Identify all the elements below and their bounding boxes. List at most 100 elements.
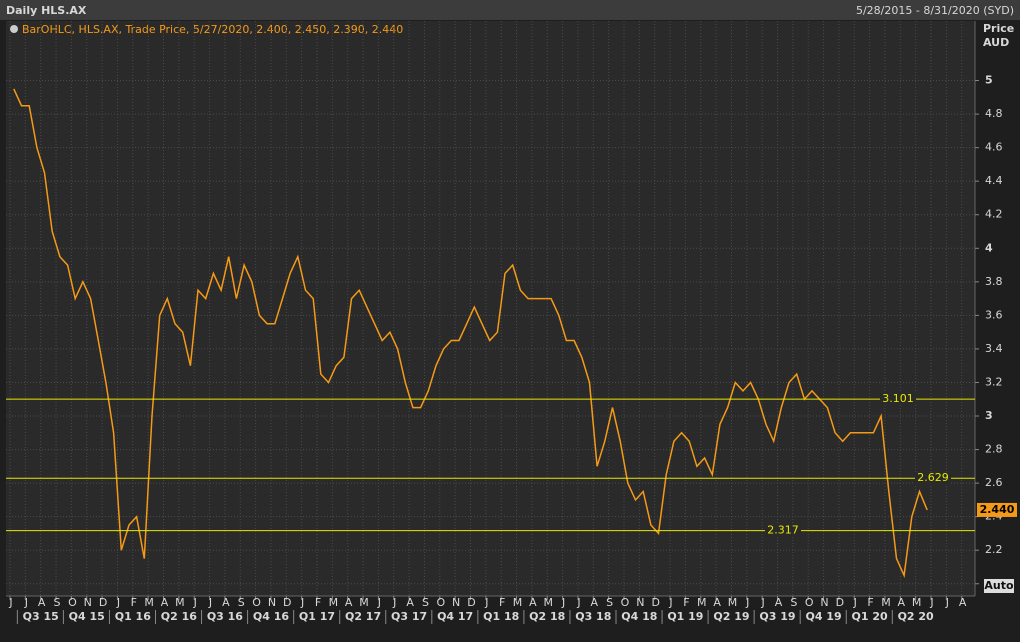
- quarter-label: Q1 17: [299, 610, 335, 623]
- quarter-label: Q4 16: [253, 610, 289, 623]
- x-tick-label: S: [606, 596, 613, 609]
- x-tick-label: M: [175, 596, 185, 609]
- y-tick-label: 3.6: [985, 308, 1003, 321]
- x-tick-label: A: [898, 596, 906, 609]
- x-tick-label: J: [24, 596, 28, 609]
- x-tick-label: J: [377, 596, 381, 609]
- x-tick-label: D: [836, 596, 844, 609]
- x-tick-label: J: [745, 596, 749, 609]
- quarter-label: Q2 20: [898, 610, 934, 623]
- legend-icon[interactable]: [10, 25, 18, 33]
- quarter-label: Q2 19: [713, 610, 749, 623]
- x-tick-label: N: [452, 596, 460, 609]
- last-price-label: 2.440: [980, 503, 1015, 516]
- x-tick-label: O: [252, 596, 261, 609]
- y-axis-title: AUD: [983, 36, 1009, 49]
- y-tick-label: 4.6: [985, 141, 1003, 154]
- x-tick-label: A: [222, 596, 230, 609]
- x-tick-label: J: [668, 596, 672, 609]
- x-tick-label: D: [99, 596, 107, 609]
- auto-button[interactable]: [984, 579, 1014, 593]
- x-tick-label: M: [359, 596, 369, 609]
- quarter-label: Q3 16: [207, 610, 243, 623]
- level-label: 2.629: [917, 471, 949, 484]
- auto-button-label[interactable]: Auto: [984, 579, 1014, 592]
- x-tick-label: J: [576, 596, 580, 609]
- x-tick-label: J: [392, 596, 396, 609]
- quarter-label: Q1 19: [667, 610, 703, 623]
- x-tick-label: M: [544, 596, 554, 609]
- x-tick-label: A: [406, 596, 414, 609]
- x-tick-label: M: [728, 596, 738, 609]
- y-axis-title: Price: [983, 22, 1014, 35]
- level-label-bg: [915, 472, 951, 485]
- y-tick-label: 4.4: [985, 174, 1003, 187]
- y-tick-label: 2.2: [985, 543, 1003, 556]
- quarter-label: Q3 19: [759, 610, 795, 623]
- x-tick-label: A: [345, 596, 353, 609]
- x-tick-label: J: [300, 596, 304, 609]
- level-label-bg: [880, 393, 916, 406]
- quarter-label: Q3 17: [391, 610, 427, 623]
- y-tick-label: 4.8: [985, 107, 1003, 120]
- quarter-label: Q1 20: [852, 610, 888, 623]
- y-tick-label: 3: [985, 409, 993, 422]
- x-tick-label: J: [929, 596, 933, 609]
- x-tick-label: D: [283, 596, 291, 609]
- y-tick-label: 2.6: [985, 476, 1003, 489]
- quarter-label: Q4 19: [805, 610, 841, 623]
- quarter-label: Q4 15: [69, 610, 105, 623]
- quarter-label: Q1 18: [483, 610, 519, 623]
- x-tick-label: J: [8, 596, 12, 609]
- x-tick-label: A: [959, 596, 967, 609]
- x-tick-label: J: [116, 596, 120, 609]
- x-tick-label: A: [775, 596, 783, 609]
- quarter-label: Q3 18: [575, 610, 611, 623]
- x-tick-label: J: [484, 596, 488, 609]
- x-tick-label: A: [529, 596, 537, 609]
- x-tick-label: A: [713, 596, 721, 609]
- level-label-bg: [765, 524, 801, 537]
- x-tick-label: M: [513, 596, 523, 609]
- legend-text: BarOHLC, HLS.AX, Trade Price, 5/27/2020,…: [22, 23, 403, 36]
- x-tick-label: J: [561, 596, 565, 609]
- level-label: 3.101: [882, 392, 914, 405]
- x-tick-label: N: [636, 596, 644, 609]
- header-bar: [0, 0, 1020, 20]
- quarter-label: Q4 18: [621, 610, 657, 623]
- quarter-label: Q2 16: [161, 610, 197, 623]
- x-tick-label: M: [697, 596, 707, 609]
- x-tick-label: J: [193, 596, 197, 609]
- x-tick-label: S: [790, 596, 797, 609]
- quarter-label: Q4 17: [437, 610, 473, 623]
- x-tick-label: S: [422, 596, 429, 609]
- x-tick-label: O: [621, 596, 630, 609]
- header-title: Daily HLS.AX: [6, 4, 87, 17]
- quarter-label: Q2 17: [345, 610, 381, 623]
- x-tick-label: J: [761, 596, 765, 609]
- x-tick-label: O: [805, 596, 814, 609]
- x-tick-label: F: [683, 596, 689, 609]
- y-tick-label: 3.2: [985, 375, 1003, 388]
- level-label: 2.317: [767, 524, 799, 537]
- x-tick-label: J: [853, 596, 857, 609]
- x-tick-label: S: [54, 596, 61, 609]
- y-tick-label: 5: [985, 74, 993, 87]
- x-tick-label: D: [651, 596, 659, 609]
- x-tick-label: S: [238, 596, 245, 609]
- y-tick-label: 4: [985, 241, 993, 254]
- price-line: [13, 88, 928, 579]
- x-tick-label: N: [268, 596, 276, 609]
- plot-area: [6, 21, 975, 596]
- x-tick-label: F: [315, 596, 321, 609]
- last-price-box: [977, 502, 1017, 517]
- x-tick-label: J: [945, 596, 949, 609]
- quarter-label: Q1 16: [115, 610, 151, 623]
- x-tick-label: A: [591, 596, 599, 609]
- x-tick-label: A: [38, 596, 46, 609]
- x-tick-label: O: [436, 596, 445, 609]
- x-tick-label: M: [881, 596, 891, 609]
- x-tick-label: M: [144, 596, 154, 609]
- x-tick-label: A: [161, 596, 169, 609]
